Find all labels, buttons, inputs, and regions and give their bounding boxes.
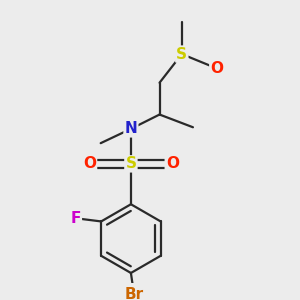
- Text: O: O: [83, 156, 96, 171]
- Text: O: O: [166, 156, 179, 171]
- Text: S: S: [176, 46, 187, 62]
- Text: O: O: [210, 61, 223, 76]
- Text: S: S: [125, 156, 136, 171]
- Text: Br: Br: [124, 287, 144, 300]
- Text: N: N: [124, 122, 137, 136]
- Text: F: F: [70, 211, 81, 226]
